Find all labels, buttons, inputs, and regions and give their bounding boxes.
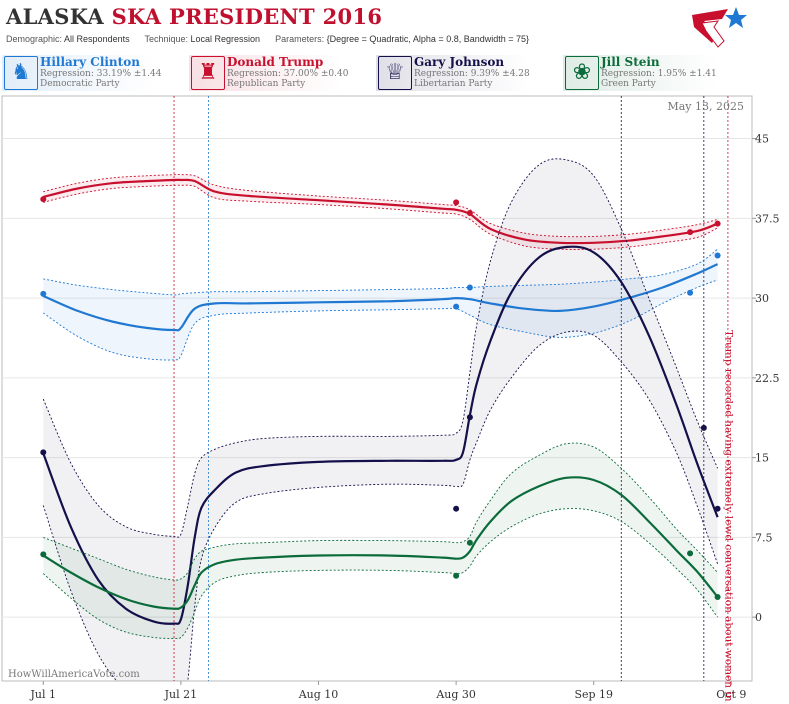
flower-icon: ❀ [565,56,599,90]
candidate-legend-gary-johnson: ♕ Gary Johnson Regression: 9.39% ±4.28 Libe… [376,55,568,91]
upper-bound-hillary-clinton [43,248,718,296]
confidence-band-jill-stein [43,443,718,639]
event-annotation: Trump recorded having extremely lewd con… [723,330,735,704]
title-rest: SKA PRESIDENT 2016 [104,4,383,29]
poll-point-hillary-clinton [40,290,47,297]
candidate-regression: Regression: 37.00% ±0.40 [227,69,349,79]
demographic-value: All Respondents [64,34,130,44]
lower-bound-gary-johnson [42,330,719,681]
y-tick-label: 15 [755,452,769,465]
poll-point-jill-stein [40,551,47,558]
lower-bound-hillary-clinton [43,279,718,361]
candidate-regression: Regression: 1.95% ±1.41 [601,69,717,79]
poll-point-jill-stein [453,572,460,579]
candidate-party: Democratic Party [40,79,120,89]
y-tick-label: 22.5 [755,372,780,385]
poll-point-gary-johnson [453,505,460,512]
x-tick-label: Aug 30 [435,688,476,701]
candidate-name: Donald Trump [227,55,324,69]
chart-title: ALASKA SKA PRESIDENT 2016 [6,4,382,29]
date-stamp: May 13, 2025 [667,100,744,113]
candidate-name: Hillary Clinton [40,55,140,69]
watermark: HowWillAmericaVote.com [8,669,140,680]
plot-area [1,95,753,682]
candidate-party: Republican Party [227,79,306,89]
poll-point-gary-johnson [40,449,47,456]
trend-line-hillary-clinton [42,263,719,332]
technique-value: Local Regression [190,34,261,44]
candidate-name: Jill Stein [601,55,660,69]
lower-bound-jill-stein [43,508,718,640]
trend-line-gary-johnson [42,245,719,625]
poll-point-jill-stein [714,593,721,600]
poll-point-donald-trump [714,220,721,227]
demographic-label: Demographic: [6,34,63,44]
upper-bound-donald-trump [43,174,718,238]
poll-point-donald-trump [466,210,473,216]
elephant-icon: ♜ [191,56,225,90]
confidence-band-gary-johnson [43,158,718,681]
chart-parameters: Demographic: All Respondents Technique: … [6,34,529,44]
donkey-icon: ♞ [4,56,38,90]
x-tick-label: Jul 1 [30,688,57,701]
candidate-party: Green Party [601,79,656,89]
poll-point-hillary-clinton [453,303,460,310]
poll-point-donald-trump [687,229,694,236]
candidate-legend-jill-stein: ❀ Jill Stein Regression: 1.95% ±1.41 Green … [563,55,755,91]
confidence-band-donald-trump [43,174,718,250]
x-tick-label: Jul 21 [164,688,198,701]
poll-point-gary-johnson [700,424,707,431]
title-state: ALASKA [6,4,105,29]
y-tick-label: 0 [755,611,762,624]
poll-point-hillary-clinton [687,289,694,296]
candidate-legend-hillary-clinton: ♞ Hillary Clinton Regression: 33.19% ±1.44… [2,55,194,91]
site-logo-icon [692,7,747,48]
candidate-legend-donald-trump: ♜ Donald Trump Regression: 37.00% ±0.40 Rep… [189,55,381,91]
poll-point-gary-johnson [466,414,473,421]
trend-line-donald-trump [43,178,719,245]
upper-bound-gary-johnson [42,158,719,538]
candidate-regression: Regression: 33.19% ±1.44 [40,69,162,79]
x-tick-label: Aug 10 [298,688,339,701]
y-tick-label: 45 [755,133,769,146]
y-tick-label: 37.5 [755,212,780,225]
candidate-party: Libertarian Party [414,79,493,89]
upper-bound-jill-stein [43,442,718,581]
technique-label: Technique: [144,34,188,44]
poll-point-gary-johnson [714,505,721,512]
lower-bound-donald-trump [43,184,718,250]
poll-point-jill-stein [466,539,473,546]
y-tick-label: 7.5 [755,531,773,544]
poll-point-donald-trump [453,199,460,206]
liberty-torch-icon: ♕ [378,56,412,90]
candidate-name: Gary Johnson [414,55,505,69]
poll-point-hillary-clinton [714,252,721,259]
trend-line-jill-stein [42,476,719,610]
poll-point-donald-trump [40,196,47,203]
poll-point-jill-stein [687,550,694,557]
x-tick-label: Sep 19 [574,688,613,701]
parameters-label: Parameters: [275,34,325,44]
x-tick-label: Oct 9 [716,688,746,701]
candidate-regression: Regression: 9.39% ±4.28 [414,69,530,79]
poll-point-hillary-clinton [466,284,473,291]
parameters-value: {Degree = Quadratic, Alpha = 0.8, Bandwi… [326,34,530,44]
y-tick-label: 30 [755,292,769,305]
confidence-band-hillary-clinton [43,249,718,361]
